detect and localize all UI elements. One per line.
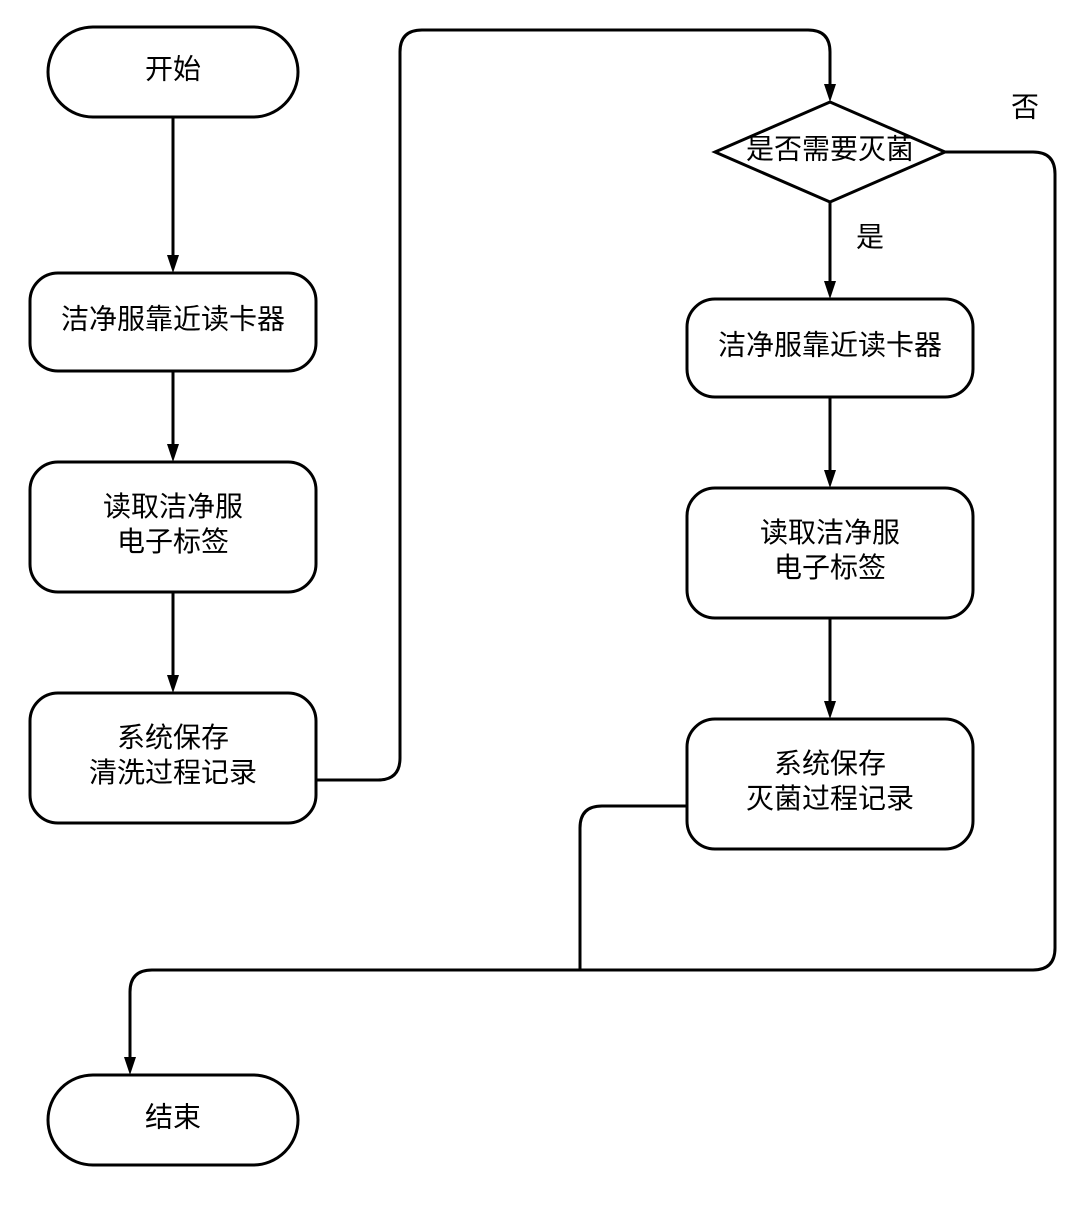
node-l1: 洁净服靠近读卡器: [30, 273, 316, 371]
node-l3-text: 清洗过程记录: [89, 757, 257, 789]
node-l1-text: 洁净服靠近读卡器: [61, 303, 285, 335]
node-start: 开始: [48, 27, 298, 117]
node-r3-text: 灭菌过程记录: [746, 783, 914, 815]
node-l3: 系统保存清洗过程记录: [30, 693, 316, 823]
node-r1-text: 洁净服靠近读卡器: [718, 329, 942, 361]
node-l3-text: 系统保存: [117, 722, 229, 754]
node-r2: 读取洁净服电子标签: [687, 488, 973, 618]
node-dec-text: 是否需要灭菌: [746, 133, 914, 165]
node-l2: 读取洁净服电子标签: [30, 462, 316, 592]
node-l2-text: 电子标签: [117, 526, 229, 558]
node-end-text: 结束: [145, 1101, 201, 1133]
node-l2-text: 读取洁净服: [103, 491, 243, 523]
edge-label: 是: [856, 222, 884, 253]
node-r1: 洁净服靠近读卡器: [687, 299, 973, 397]
edge-label: 否: [1011, 92, 1039, 123]
node-r3-text: 系统保存: [774, 748, 886, 780]
node-r3: 系统保存灭菌过程记录: [687, 719, 973, 849]
node-r2-text: 读取洁净服: [760, 517, 900, 549]
flowchart: 是否开始洁净服靠近读卡器读取洁净服电子标签系统保存清洗过程记录是否需要灭菌洁净服…: [0, 0, 1087, 1229]
node-start-text: 开始: [145, 53, 201, 85]
node-r2-text: 电子标签: [774, 552, 886, 584]
node-end: 结束: [48, 1075, 298, 1165]
